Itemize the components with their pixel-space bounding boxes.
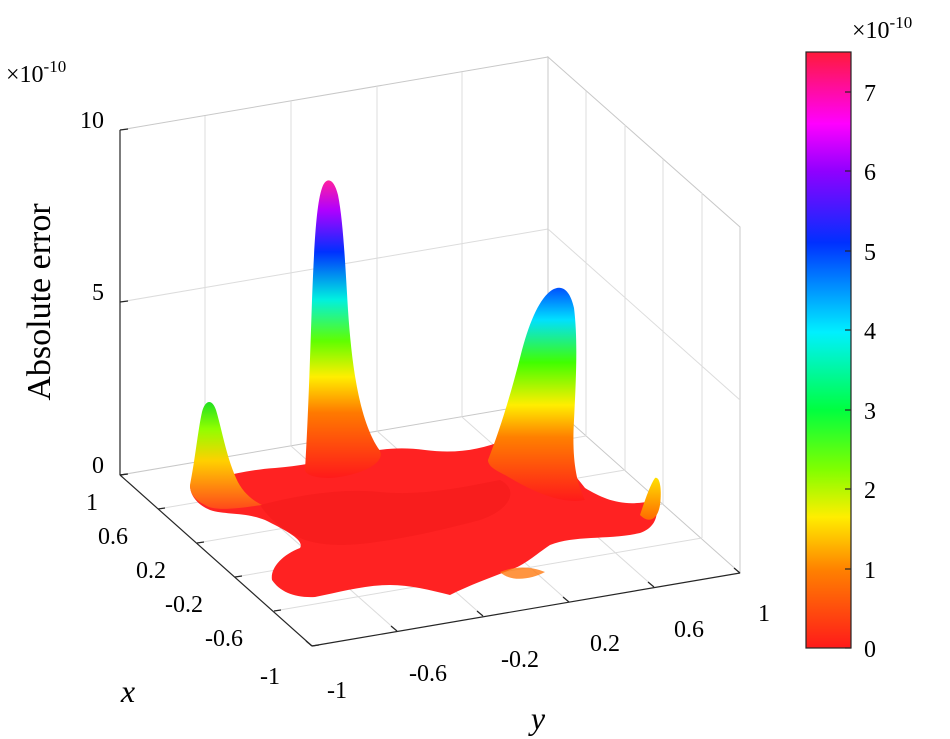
x-tick-label: -0.2 — [165, 592, 203, 618]
x-tick-labels: 1 0.6 0.2 -0.2 -0.6 -1 — [86, 490, 280, 690]
colorbar-exponent-label: ×10-10 — [852, 13, 912, 44]
surface-peak-left — [190, 401, 262, 509]
z-ticks-marks — [119, 128, 129, 476]
x-tick-label: 1 — [86, 490, 98, 516]
x-tick-label: -1 — [260, 664, 280, 690]
z-exponent-label: ×10-10 — [6, 57, 66, 88]
x-ticks-marks — [119, 473, 320, 647]
z-tick-labels: 10 5 0 — [80, 108, 104, 479]
z-tick-label: 0 — [92, 453, 104, 479]
colorbar-tick-label: 2 — [864, 478, 876, 504]
colorbar-tick-label: 5 — [864, 240, 876, 266]
axes-frame — [119, 130, 741, 647]
colorbar-ticks-marks — [845, 91, 851, 649]
y-tick-labels: -1 -0.6 -0.2 0.2 0.6 1 — [327, 601, 770, 704]
colorbar-tick-labels: 0 1 2 3 4 5 6 7 — [864, 81, 876, 663]
colorbar: 0 1 2 3 4 5 6 7 ×10-10 — [805, 13, 912, 663]
z-tick-label: 5 — [92, 280, 104, 306]
x-axis-line — [119, 474, 313, 647]
surface-edge-orange — [500, 567, 545, 579]
y-tick-label: 1 — [758, 601, 770, 627]
y-tick-label: 0.6 — [674, 617, 704, 643]
surface-base-texture — [260, 480, 511, 545]
colorbar-tick-label: 7 — [864, 81, 876, 107]
z-axis-label: Absolute error — [21, 203, 58, 401]
colorbar-tick-label: 1 — [864, 558, 876, 584]
colorbar-tick-label: 3 — [864, 399, 876, 425]
y-tick-label: 0.2 — [590, 631, 620, 657]
colorbar-tick-label: 4 — [864, 319, 876, 345]
colorbar-tick-label: 0 — [864, 637, 876, 663]
x-tick-label: 0.2 — [136, 558, 166, 584]
x-axis-label: x — [120, 673, 135, 709]
y-ticks-marks — [305, 567, 741, 647]
x-tick-label: -0.6 — [205, 626, 243, 652]
surface-peak-edge — [640, 477, 661, 520]
y-axis-label: y — [528, 700, 546, 736]
colorbar-scale — [805, 51, 852, 649]
surface — [190, 180, 661, 598]
colorbar-tick-label: 6 — [864, 160, 876, 186]
z-tick-label: 10 — [80, 108, 104, 134]
y-tick-label: -0.2 — [501, 647, 539, 673]
x-tick-label: 0.6 — [98, 524, 128, 550]
y-tick-label: -0.6 — [409, 661, 447, 687]
y-tick-label: -1 — [327, 678, 347, 704]
y-axis-line — [311, 572, 741, 647]
surface-peak-central — [305, 180, 381, 478]
surface-peak-right — [488, 287, 585, 501]
